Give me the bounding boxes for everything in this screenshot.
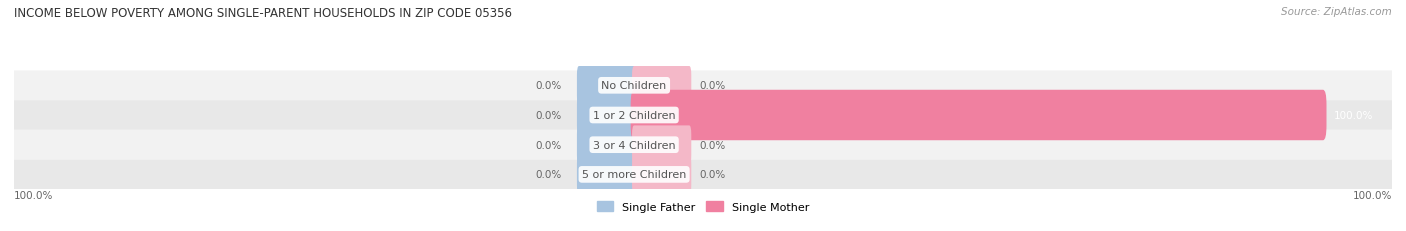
- Text: 0.0%: 0.0%: [536, 140, 562, 150]
- Text: 1 or 2 Children: 1 or 2 Children: [593, 110, 675, 121]
- Text: No Children: No Children: [602, 81, 666, 91]
- FancyBboxPatch shape: [633, 67, 692, 105]
- FancyBboxPatch shape: [633, 155, 692, 194]
- FancyBboxPatch shape: [14, 101, 1392, 130]
- Text: 0.0%: 0.0%: [536, 170, 562, 180]
- FancyBboxPatch shape: [14, 160, 1392, 189]
- FancyBboxPatch shape: [576, 67, 636, 105]
- Text: 5 or more Children: 5 or more Children: [582, 170, 686, 180]
- FancyBboxPatch shape: [14, 130, 1392, 160]
- FancyBboxPatch shape: [633, 126, 692, 164]
- FancyBboxPatch shape: [576, 96, 636, 135]
- Text: INCOME BELOW POVERTY AMONG SINGLE-PARENT HOUSEHOLDS IN ZIP CODE 05356: INCOME BELOW POVERTY AMONG SINGLE-PARENT…: [14, 7, 512, 20]
- Text: Source: ZipAtlas.com: Source: ZipAtlas.com: [1281, 7, 1392, 17]
- Text: 0.0%: 0.0%: [536, 81, 562, 91]
- Text: 0.0%: 0.0%: [700, 140, 725, 150]
- Text: 0.0%: 0.0%: [700, 170, 725, 180]
- Text: 3 or 4 Children: 3 or 4 Children: [593, 140, 675, 150]
- Text: 100.0%: 100.0%: [1353, 190, 1392, 200]
- FancyBboxPatch shape: [631, 90, 1326, 141]
- FancyBboxPatch shape: [576, 126, 636, 164]
- Text: 100.0%: 100.0%: [14, 190, 53, 200]
- Text: 100.0%: 100.0%: [1333, 110, 1372, 121]
- Text: 0.0%: 0.0%: [700, 81, 725, 91]
- FancyBboxPatch shape: [576, 155, 636, 194]
- FancyBboxPatch shape: [14, 71, 1392, 101]
- Text: 0.0%: 0.0%: [536, 110, 562, 121]
- Legend: Single Father, Single Mother: Single Father, Single Mother: [592, 197, 814, 216]
